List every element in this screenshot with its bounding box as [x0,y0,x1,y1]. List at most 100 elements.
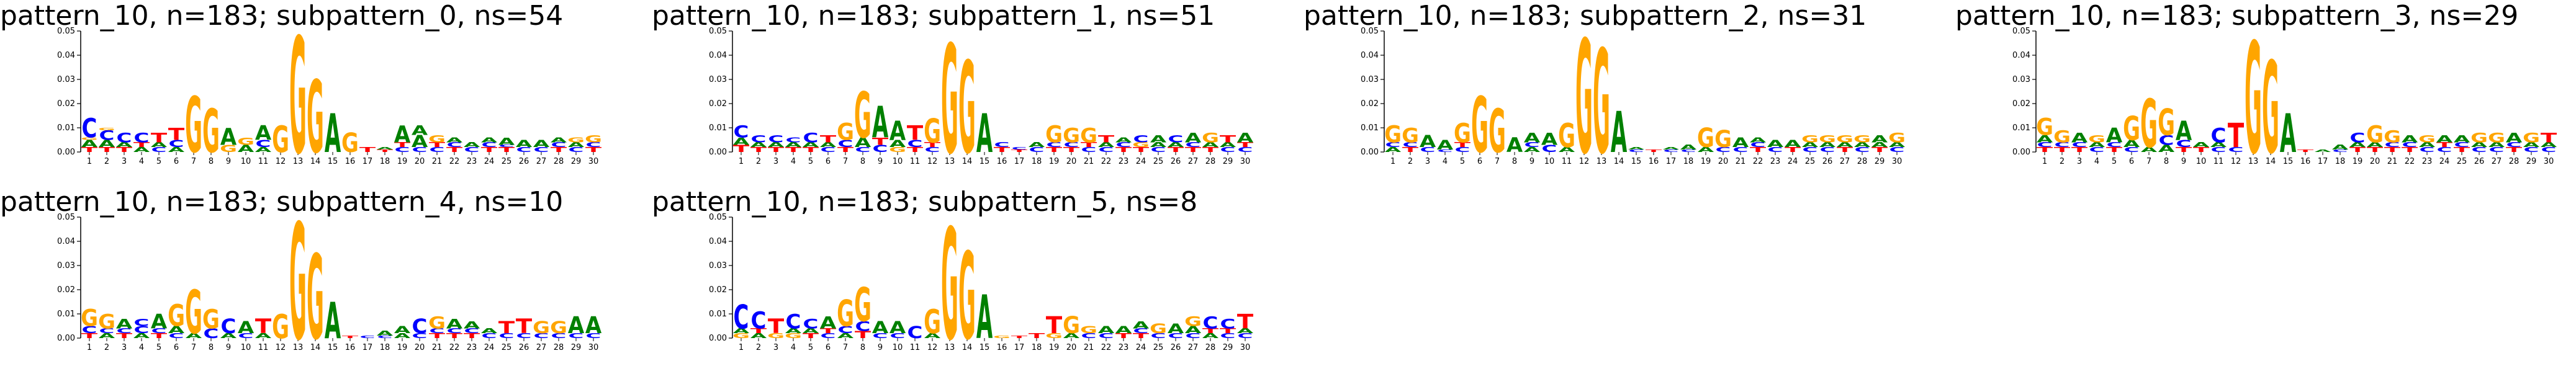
x-tick-label: 2 [1408,157,1413,166]
x-tick-label: 20 [1066,157,1077,166]
logo-letter-c: C [2350,130,2366,146]
x-tick-label: 12 [2231,157,2241,166]
x-tick-label: 21 [432,157,443,166]
x-tick-label: 12 [276,343,286,352]
logo-letter-t: T [255,315,271,338]
logo-panel: pattern_10, n=183; subpattern_5, ns=8 0.0… [652,186,1304,366]
logo-letter-g: G [941,197,958,366]
x-tick-label: 7 [2146,157,2151,166]
logo-letter-c: C [855,319,871,334]
y-tick-label: 0.01 [1361,123,1379,133]
x-tick-label: 14 [310,157,321,166]
logo-letter-t: T [2454,146,2470,153]
logo-letter-c: C [2385,141,2400,148]
x-tick-label: 29 [571,343,582,352]
logo-letter-c: C [1438,149,1453,153]
logo-letter-c: C [2089,146,2105,153]
x-tick-label: 20 [415,343,425,352]
logo-letter-t: T [2193,146,2210,153]
logo-letter-a: A [803,141,819,148]
logo-letter-a: A [1524,146,1541,153]
x-tick-label: 13 [1596,157,1607,166]
x-tick-label: 23 [1119,343,1129,352]
logo-letter-a: A [1698,146,1714,153]
logo-letter-c: C [1081,146,1097,153]
logo-letter-g: G [81,305,98,332]
logo-letter-c: C [890,332,906,339]
logo-letter-t: T [1646,149,1662,153]
x-tick-label: 12 [927,343,938,352]
x-tick-label: 27 [1188,343,1199,352]
logo-letter-a: A [889,319,906,338]
logo-letter-c: C [2072,141,2087,148]
logo-letter-a: A [412,133,428,152]
logo-letter-a: A [238,143,254,155]
logo-letter-a: A [1767,138,1784,150]
x-tick-label: 5 [156,157,161,166]
logo-letter-a: A [1150,133,1167,145]
x-tick-label: 19 [397,343,408,352]
logo-letter-a: A [412,123,428,138]
x-tick-label: 22 [2405,157,2415,166]
x-tick-label: 17 [2318,157,2328,166]
logo-letter-t: T [924,141,941,148]
x-tick-label: 9 [1529,157,1534,166]
x-tick-label: 23 [1119,157,1129,166]
logo-letter-t: T [481,146,498,153]
y-tick-label: 0.02 [1361,99,1379,109]
logo-letter-g: G [1593,20,1610,185]
logo-letter-a: A [855,135,871,151]
logo-letter-a: A [2506,130,2522,146]
logo-letter-a: A [1150,141,1167,148]
logo-letter-c: C [1151,332,1166,339]
x-tick-label: 8 [209,157,214,166]
logo-panel: pattern_10, n=183; subpattern_0, ns=54 0.… [0,0,652,190]
logo-letter-a: A [2089,141,2105,148]
x-tick-label: 11 [2213,157,2224,166]
x-tick-label: 10 [241,157,251,166]
logo-letter-t: T [820,133,836,145]
logo-letter-a: A [1559,146,1575,153]
x-tick-label: 11 [910,157,921,166]
logo-letter-c: C [1047,141,1062,148]
x-tick-label: 5 [1460,157,1465,166]
chart-title: pattern_10, n=183; subpattern_1, ns=51 [652,0,1215,32]
x-tick-label: 25 [1153,157,1164,166]
x-tick-label: 6 [1477,157,1482,166]
logo-letter-c: C [169,138,184,150]
logo-letter-c: C [1081,332,1097,339]
sequence-logo-plot: 0.000.010.020.030.040.051 2 3 4 5 6 7 8 9 10 11 12 1… [57,191,601,366]
logo-letter-t: T [116,332,133,339]
logo-letter-g: G [924,302,941,341]
logo-letter-t: T [464,332,480,339]
logo-letter-c: C [430,327,445,334]
logo-letter-t: T [837,146,854,153]
x-tick-label: 18 [1032,343,1042,352]
x-tick-label: 1 [739,157,744,166]
logo-letter-g: G [1202,130,1219,146]
logo-letter-g: G [837,119,854,146]
x-tick-label: 29 [1223,157,1233,166]
logo-letter-c: C [412,315,428,338]
logo-letter-a: A [1168,141,1184,148]
logo-letter-a: A [837,332,854,339]
x-tick-label: 18 [2335,157,2346,166]
logo-letter-a: A [481,136,498,144]
logo-letter-c: C [1238,146,1253,153]
logo-letter-a: A [2106,123,2123,147]
x-tick-label: 28 [2509,157,2520,166]
logo-letter-c: C [238,332,254,339]
logo-letter-c: C [2506,141,2522,148]
logo-letter-g: G [767,332,785,339]
x-tick-label: 13 [293,157,304,166]
x-tick-label: 10 [893,157,903,166]
x-tick-label: 5 [2112,157,2117,166]
logo-letter-t: T [2367,146,2384,153]
logo-letter-a: A [785,327,802,334]
x-tick-label: 13 [2248,157,2259,166]
x-tick-label: 16 [345,157,356,166]
x-tick-label: 15 [980,157,990,166]
y-tick-label: 0.03 [57,261,75,270]
logo-letter-c: C [360,335,376,339]
logo-letter-t: T [151,332,168,339]
